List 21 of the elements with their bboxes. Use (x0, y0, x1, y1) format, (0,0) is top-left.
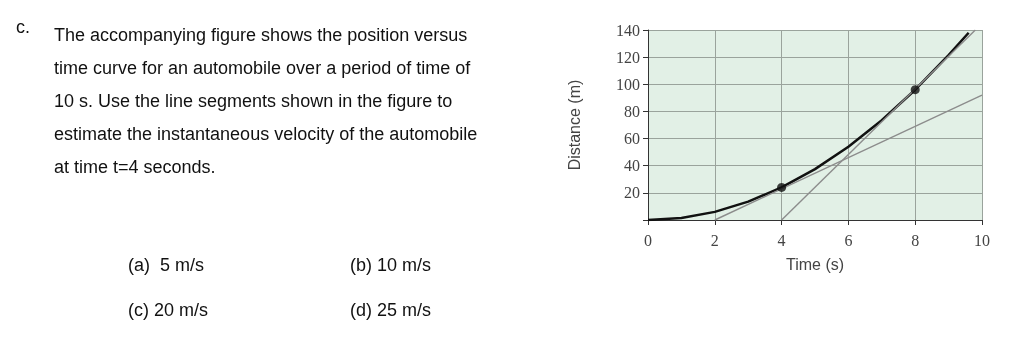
text: The accompanying figure shows the position versus time curve for an automobile over a period of time of 10 s. Use the line segments shown in the figure to estimate the instantaneous velocity of the automobile at time t=4 seconds. (54, 24, 483, 177)
x-tick-label: 2 (710, 231, 719, 249)
y-axis-title: Distance (m) (565, 79, 583, 171)
x-axis-title: Time (s) (785, 255, 845, 273)
x-tick-label: 0 (644, 231, 652, 249)
x-tick-label: 8 (911, 231, 920, 249)
text: (a) 5 m/s (128, 255, 205, 275)
y-tick-label: 20 (624, 184, 640, 202)
x-tick-label: 10 (974, 231, 990, 249)
x-tick-label: 4 (777, 231, 786, 249)
y-tick-label: 120 (616, 48, 640, 66)
y-tick-label: 40 (624, 157, 640, 175)
y-tick-label: 60 (624, 130, 640, 148)
text: (d) 25 m/s (350, 300, 432, 320)
y-tick-label: 80 (624, 102, 640, 120)
text: (c) 20 m/s (128, 300, 209, 320)
y-tick-label: 100 (616, 75, 640, 93)
y-tick-label: 140 (616, 21, 640, 39)
x-tick-label: 6 (844, 231, 853, 249)
text: (b) 10 m/s (350, 255, 432, 275)
text: c. (16, 17, 31, 37)
